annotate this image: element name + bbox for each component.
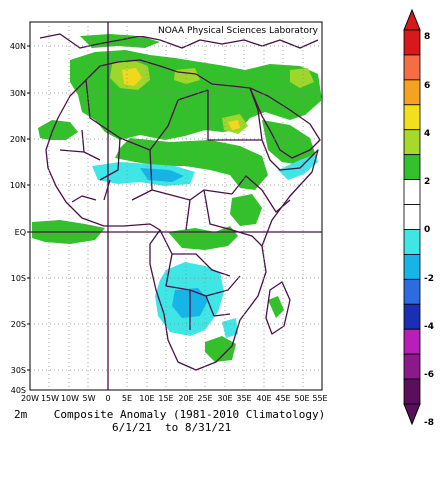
lat-label: 20S — [11, 320, 26, 329]
lon-label: 20E — [178, 394, 193, 403]
colorbar-segment — [403, 303, 421, 330]
lon-label: 25E — [197, 394, 212, 403]
anomaly-sahel-north — [115, 138, 268, 190]
lon-label: 10W — [61, 394, 79, 403]
colorbar-labels: 8 6 4 2 0 -2 -4 -6 -8 — [424, 32, 434, 428]
lat-label: 40S — [11, 386, 26, 395]
lat-lon-grid — [30, 22, 322, 390]
anomaly-egypt-hot — [228, 120, 240, 130]
colorbar-segment — [403, 204, 421, 230]
lon-label: 20W — [21, 394, 39, 403]
lon-label: 5E — [122, 394, 132, 403]
latitude-labels: 40N 30N 20N 10N EQ 10S 20S 30S 40S — [10, 42, 26, 395]
lon-label: 0 — [105, 394, 110, 403]
lon-label: 40E — [256, 394, 271, 403]
colorbar-segment — [403, 104, 421, 131]
caption-title: 2m Composite Anomaly (1981-2010 Climatol… — [14, 408, 326, 421]
colorbar-segment — [403, 129, 421, 156]
map-plot-area: NOAA Physical Sciences Laboratory — [29, 21, 323, 391]
anomaly-mediterranean — [80, 34, 160, 48]
lon-label: 50E — [294, 394, 309, 403]
lon-label: 55E — [312, 394, 327, 403]
anomaly-algeria-hot — [122, 68, 142, 86]
colorbar-label: -6 — [424, 370, 434, 380]
colorbar-segment — [403, 229, 421, 255]
lat-label: 30N — [10, 89, 26, 98]
anomaly-arabia-warm — [290, 68, 314, 88]
lat-label: 40N — [10, 42, 26, 51]
colorbar-segment — [403, 328, 421, 355]
anomaly-sa-green — [205, 336, 236, 362]
colorbar-segment — [403, 79, 421, 106]
lon-label: 10E — [139, 394, 154, 403]
anomaly-east-africa — [230, 194, 262, 226]
lat-label: 30S — [11, 366, 26, 375]
colorbar-segment — [403, 179, 421, 205]
lon-label: 15W — [41, 394, 59, 403]
axis-ticks — [27, 45, 30, 371]
colorbar-label: -2 — [424, 274, 434, 284]
colorbar-label: 6 — [424, 81, 430, 91]
caption-date-range: 6/1/21 to 8/31/21 — [112, 421, 232, 434]
colorbar-label: 4 — [424, 129, 430, 139]
colorbar: 8 6 4 2 0 -2 -4 -6 -8 — [403, 8, 434, 428]
lon-label: 45E — [275, 394, 290, 403]
lon-label: 35E — [236, 394, 251, 403]
colorbar-segment — [403, 353, 421, 380]
colorbar-segment — [403, 253, 421, 280]
lon-label: 30E — [217, 394, 232, 403]
colorbar-label: 0 — [424, 225, 430, 235]
lat-label: 10S — [11, 274, 26, 283]
anomaly-mozambique-cool — [222, 318, 238, 338]
longitude-labels: 20W 15W 10W 5W 0 5E 10E 15E 20E 25E 30E … — [21, 394, 328, 403]
colorbar-top-arrow — [403, 8, 421, 31]
colorbar-segment — [403, 54, 421, 81]
colorbar-label: -8 — [424, 418, 434, 428]
colorbar-segment — [403, 378, 421, 405]
colorbar-label: -4 — [424, 322, 434, 332]
colorbar-segment — [403, 278, 421, 305]
colorbar-label: 8 — [424, 32, 430, 42]
credit-label: NOAA Physical Sciences Laboratory — [158, 26, 319, 36]
lon-label: 5W — [83, 394, 96, 403]
lat-label: EQ — [15, 228, 26, 237]
colorbar-segment — [403, 29, 421, 56]
lon-label: 15E — [158, 394, 173, 403]
anomaly-madagascar-green — [268, 296, 284, 318]
lat-label: 10N — [10, 181, 26, 190]
colorbar-label: 2 — [424, 177, 430, 187]
lat-label: 20N — [10, 135, 26, 144]
colorbar-segment — [403, 154, 421, 180]
anomaly-nw-africa — [38, 120, 78, 140]
colorbar-bottom-arrow — [403, 403, 421, 426]
